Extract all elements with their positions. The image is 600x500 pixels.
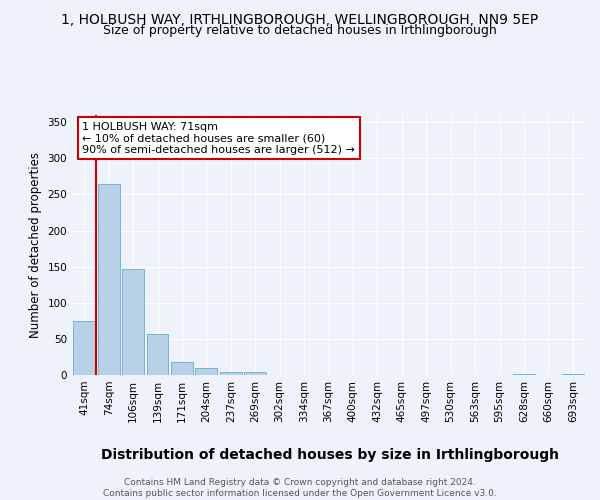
Bar xyxy=(196,368,217,375)
Y-axis label: Number of detached properties: Number of detached properties xyxy=(29,152,42,338)
Bar xyxy=(146,334,169,375)
Text: 1, HOLBUSH WAY, IRTHLINGBOROUGH, WELLINGBOROUGH, NN9 5EP: 1, HOLBUSH WAY, IRTHLINGBOROUGH, WELLING… xyxy=(61,12,539,26)
Bar xyxy=(220,372,242,375)
Bar xyxy=(244,372,266,375)
Text: Distribution of detached houses by size in Irthlingborough: Distribution of detached houses by size … xyxy=(101,448,559,462)
Bar xyxy=(73,321,95,375)
Bar xyxy=(98,184,119,375)
Text: 1 HOLBUSH WAY: 71sqm
← 10% of detached houses are smaller (60)
90% of semi-detac: 1 HOLBUSH WAY: 71sqm ← 10% of detached h… xyxy=(82,122,355,154)
Text: Size of property relative to detached houses in Irthlingborough: Size of property relative to detached ho… xyxy=(103,24,497,37)
Text: Contains HM Land Registry data © Crown copyright and database right 2024.
Contai: Contains HM Land Registry data © Crown c… xyxy=(103,478,497,498)
Bar xyxy=(122,269,144,375)
Bar xyxy=(171,362,193,375)
Bar xyxy=(513,374,535,375)
Bar xyxy=(562,374,584,375)
